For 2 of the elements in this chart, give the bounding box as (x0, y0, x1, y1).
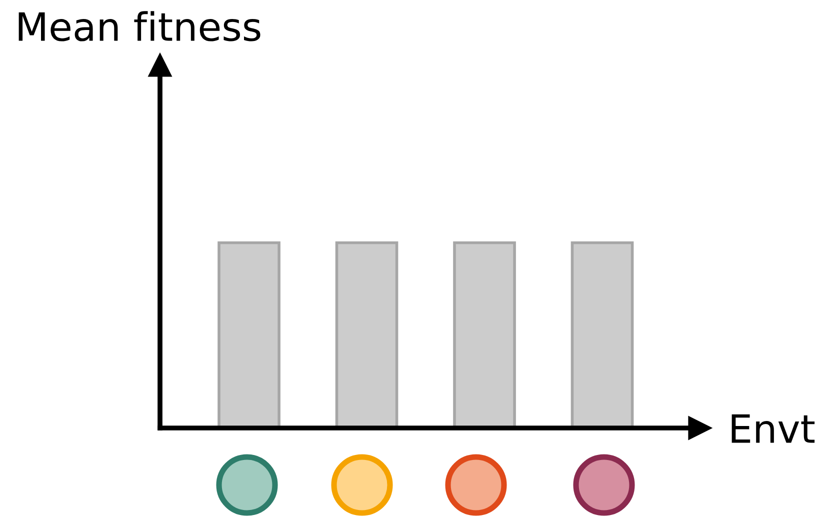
text: Mean fitness (18, 11, 260, 42)
x-axis-title: Envt (732, 414, 815, 443)
